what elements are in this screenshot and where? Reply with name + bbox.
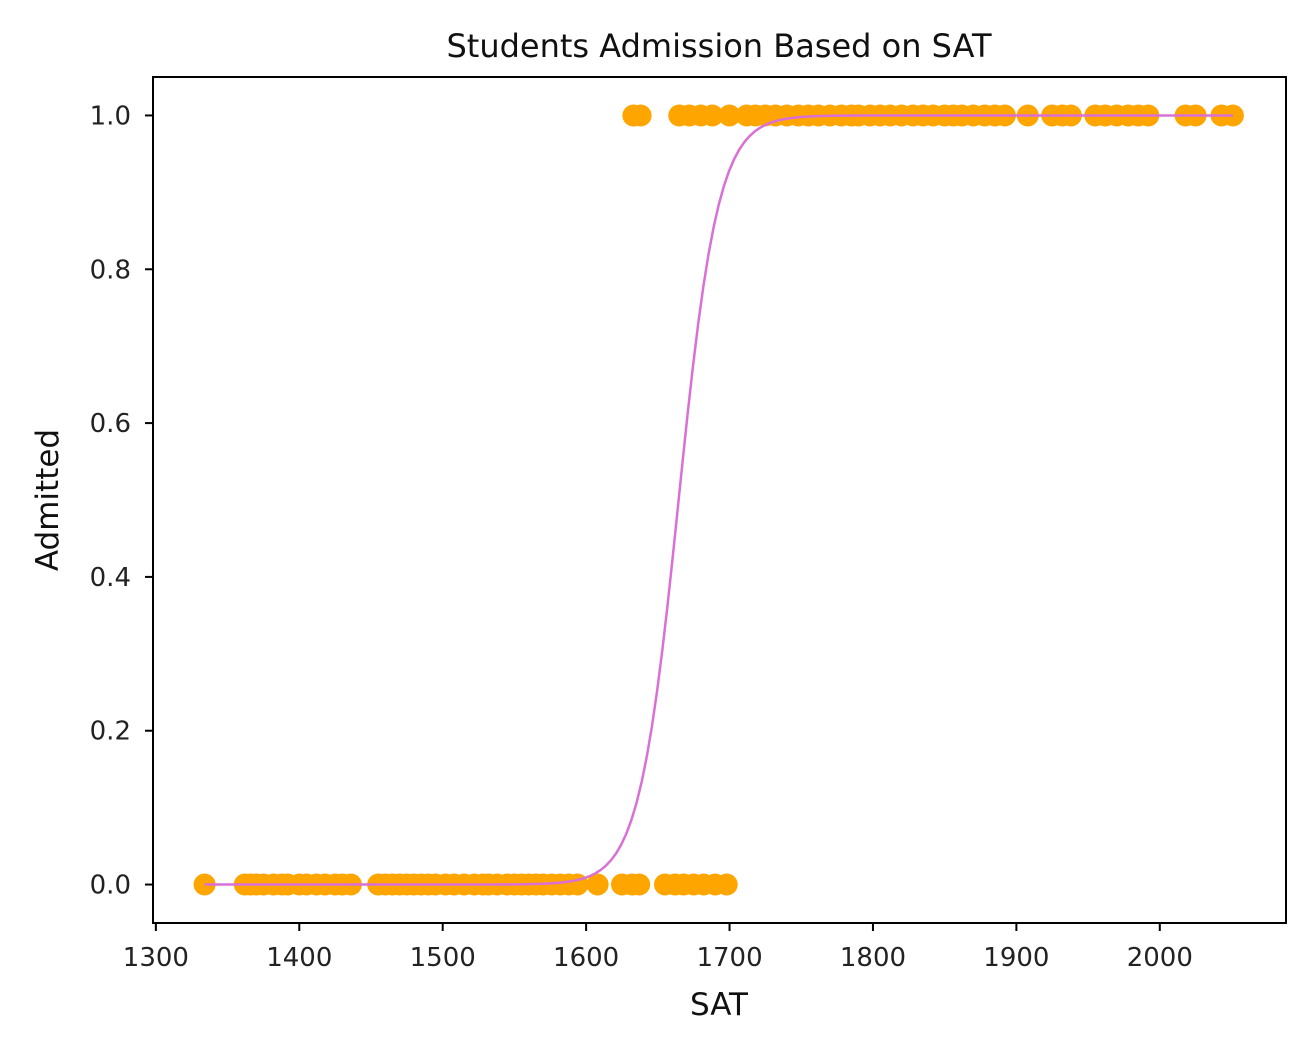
- y-tick-label-0.0: 0.0: [90, 871, 131, 901]
- y-axis: 0.0 0.2 0.4 0.6 0.8 1.0: [90, 101, 153, 901]
- plot-area: [193, 104, 1244, 896]
- y-tick-label-0.8: 0.8: [90, 255, 131, 285]
- x-axis-title: SAT: [690, 987, 749, 1023]
- scatter-point-admitted-0-51: [715, 873, 738, 896]
- x-tick-label-1500: 1500: [410, 943, 476, 973]
- y-tick-label-0.6: 0.6: [90, 409, 131, 439]
- scatter-point-admitted-0-0: [193, 873, 216, 896]
- scatter-point-admitted-1-6: [718, 104, 741, 127]
- y-tick-label-1.0: 1.0: [90, 101, 131, 131]
- chart-title: Students Admission Based on SAT: [446, 27, 992, 65]
- scatter-point-admitted-0-41: [586, 873, 609, 896]
- x-tick-label-1600: 1600: [553, 943, 619, 973]
- x-tick-label-1400: 1400: [266, 943, 332, 973]
- x-axis: 1300 1400 1500 1600 1700 1800 1900 2000: [123, 923, 1193, 973]
- scatter-point-admitted-1-1: [629, 104, 652, 127]
- x-tick-label-1700: 1700: [696, 943, 762, 973]
- y-tick-label-0.4: 0.4: [90, 563, 131, 593]
- x-tick-label-1900: 1900: [983, 943, 1049, 973]
- plot-frame: [152, 76, 1287, 924]
- y-tick-label-0.2: 0.2: [90, 717, 131, 747]
- y-axis-title: Admitted: [30, 429, 66, 571]
- logistic-fit-curve: [204, 114, 1233, 886]
- x-tick-label-2000: 2000: [1127, 943, 1193, 973]
- scatter-point-admitted-0-44: [628, 873, 651, 896]
- x-tick-label-1800: 1800: [840, 943, 906, 973]
- scatter-point-admitted-1-5: [701, 104, 724, 127]
- x-tick-label-1300: 1300: [123, 943, 189, 973]
